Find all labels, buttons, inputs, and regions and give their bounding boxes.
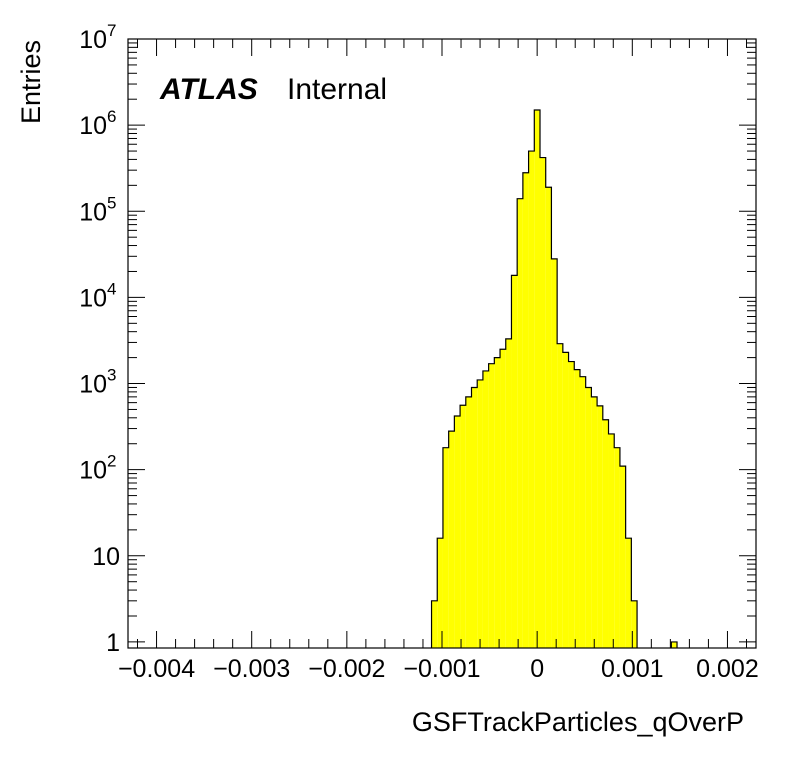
histogram-bin <box>602 419 609 648</box>
histogram-bin <box>625 538 632 648</box>
x-tick-label: 0.001 <box>601 655 664 683</box>
histogram-bin <box>540 157 546 648</box>
atlas-label: ATLAS <box>159 73 258 106</box>
histogram-bin <box>631 600 638 648</box>
histogram-bin <box>534 109 541 648</box>
histogram-bin <box>551 258 558 648</box>
histogram-bin <box>557 343 563 648</box>
histogram-bin <box>460 405 466 648</box>
y-tick-label: 10 <box>79 112 107 140</box>
histogram-outline <box>430 109 678 648</box>
histogram-bin <box>517 198 523 649</box>
histogram-bars <box>430 109 678 649</box>
histogram-bin <box>448 431 455 648</box>
histogram-bin <box>500 349 506 648</box>
histogram-bin <box>465 396 472 648</box>
y-tick-exponent: 2 <box>107 452 116 471</box>
x-tick-label: −0.001 <box>403 655 480 683</box>
histogram-bin <box>545 187 552 648</box>
histogram-bin <box>454 415 461 648</box>
histogram-bin <box>505 338 512 648</box>
histogram-bin <box>574 369 580 648</box>
x-axis-title: GSFTrackParticles_qOverP <box>412 707 744 737</box>
histogram-bin <box>522 172 529 648</box>
y-axis-title: Entries <box>16 40 46 124</box>
histogram-bin <box>488 363 495 648</box>
x-tick-label: 0 <box>530 655 544 683</box>
y-tick-label: 1 <box>106 629 120 657</box>
axis-ticks <box>128 38 756 648</box>
histogram-bin <box>494 357 501 648</box>
y-tick-exponent: 4 <box>107 279 116 298</box>
histogram-bin <box>437 538 443 648</box>
y-tick-label: 10 <box>79 26 107 54</box>
x-tick-label: −0.002 <box>308 655 385 683</box>
histogram-bin <box>482 370 489 648</box>
internal-label: Internal <box>287 73 387 106</box>
histogram-bin <box>431 600 438 648</box>
histogram-bin <box>597 405 603 648</box>
y-tick-label: 10 <box>79 371 107 399</box>
histogram-bin <box>591 396 598 648</box>
histogram-bin <box>511 275 518 648</box>
histogram-bin <box>608 433 615 648</box>
histogram-bin <box>579 376 586 648</box>
histogram-bin <box>442 447 449 648</box>
histogram-bin <box>614 447 620 648</box>
histogram-bin <box>528 151 535 649</box>
y-tick-exponent: 7 <box>107 21 116 40</box>
x-tick-label: −0.004 <box>118 655 195 683</box>
histogram-bin <box>671 641 678 648</box>
y-tick-label: 10 <box>92 543 120 571</box>
y-tick-label: 10 <box>79 457 107 485</box>
y-tick-label: 10 <box>79 284 107 312</box>
histogram-bin <box>471 387 478 648</box>
x-tick-label: −0.003 <box>213 655 290 683</box>
histogram-bin <box>585 387 592 648</box>
x-tick-label: 0.002 <box>696 655 759 683</box>
y-tick-exponent: 5 <box>107 193 116 212</box>
y-tick-label: 10 <box>79 198 107 226</box>
y-tick-exponent: 6 <box>107 107 116 126</box>
y-tick-exponent: 3 <box>107 366 116 385</box>
histogram-bin <box>477 379 483 648</box>
histogram-bin <box>619 466 626 648</box>
histogram-bin <box>568 361 575 648</box>
histogram-bin <box>562 352 569 648</box>
tick-labels: −0.004 −0.003 −0.002 −0.001 0 0.001 0.002 1 10 10… <box>79 21 759 683</box>
